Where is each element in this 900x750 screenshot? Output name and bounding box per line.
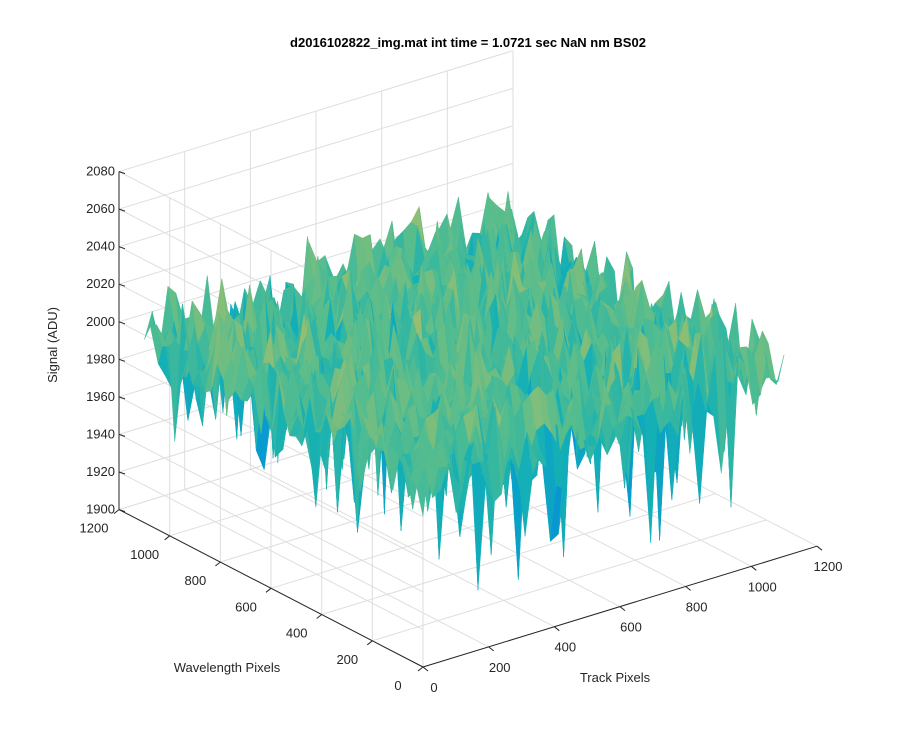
- x-tick-label: 400: [554, 640, 576, 655]
- y-tick-label: 1000: [130, 547, 159, 562]
- grid-line-back-right-horizontal: [118, 87, 514, 210]
- z-tick-label: 2000: [86, 314, 115, 329]
- z-tick-mark: [118, 321, 126, 325]
- z-tick-mark: [118, 208, 126, 212]
- z-tick-label: 1980: [86, 351, 115, 366]
- grid-line-back-right-horizontal: [118, 125, 514, 248]
- y-tick-mark: [164, 535, 171, 541]
- y-axis-label: Wavelength Pixels: [174, 660, 281, 675]
- z-tick-mark: [118, 509, 126, 513]
- grid-line-floor-y: [270, 466, 666, 589]
- z-tick-label: 1960: [86, 389, 115, 404]
- grid-line-back-right-horizontal: [118, 50, 514, 173]
- z-tick-mark: [118, 358, 126, 362]
- x-tick-label: 1200: [814, 559, 843, 574]
- x-tick-label: 0: [430, 680, 437, 695]
- z-tick-label: 1940: [86, 426, 115, 441]
- z-tick-mark: [118, 433, 126, 437]
- z-tick-label: 2080: [86, 164, 115, 179]
- x-tick-mark: [488, 646, 495, 652]
- x-tick-label: 200: [489, 660, 511, 675]
- y-tick-mark: [113, 509, 120, 514]
- z-tick-mark: [118, 283, 126, 287]
- z-tick-mark: [118, 396, 126, 400]
- y-tick-label: 400: [286, 626, 308, 641]
- chart-title: d2016102822_img.mat int time = 1.0721 se…: [290, 35, 646, 50]
- z-tick-mark: [118, 471, 126, 475]
- axis-layer: [113, 171, 823, 672]
- y-tick-label: 600: [235, 599, 257, 614]
- z-tick-mark: [118, 171, 126, 175]
- y-tick-mark: [366, 640, 373, 646]
- y-tick-label: 1200: [80, 521, 109, 536]
- x-axis-label: Track Pixels: [580, 670, 651, 685]
- y-tick-mark: [215, 561, 221, 567]
- surface-patch: [770, 354, 785, 386]
- x-tick-label: 600: [620, 620, 642, 635]
- y-tick-mark: [265, 587, 272, 593]
- grid-line-floor-y: [372, 519, 767, 642]
- x-tick-mark: [422, 666, 429, 672]
- x-tick-mark: [685, 586, 691, 591]
- y-tick-mark: [316, 614, 323, 619]
- y-tick-label: 800: [185, 573, 207, 588]
- tick-layer: 0 200 400 600 800 1000 1200 0 200 400 600 800 1000 12…: [80, 164, 843, 695]
- grid-line-back-left-horizontal: [118, 433, 424, 593]
- x-tick-mark: [750, 565, 757, 571]
- surface-layer: [144, 191, 785, 591]
- y-tick-mark: [417, 666, 424, 672]
- z-tick-label: 2020: [86, 276, 115, 291]
- grid-line-back-right-horizontal: [118, 162, 514, 285]
- x-tick-label: 1000: [748, 579, 777, 594]
- y-tick-label: 0: [394, 678, 401, 693]
- z-axis-label: Signal (ADU): [45, 307, 60, 383]
- z-tick-label: 2040: [86, 239, 115, 254]
- grid-line-back-left-horizontal: [118, 396, 424, 555]
- y-tick-label: 200: [336, 652, 358, 667]
- x-tick-label: 800: [686, 599, 708, 614]
- z-tick-mark: [118, 246, 126, 250]
- grid-line-back-left-horizontal: [118, 471, 424, 630]
- z-tick-label: 1920: [86, 464, 115, 479]
- z-tick-label: 2060: [86, 201, 115, 216]
- z-tick-label: 1900: [86, 502, 115, 517]
- x-tick-mark: [553, 626, 560, 632]
- x-tick-mark: [816, 545, 823, 551]
- grid-line-back-left-horizontal: [118, 358, 424, 518]
- x-tick-mark: [619, 606, 626, 611]
